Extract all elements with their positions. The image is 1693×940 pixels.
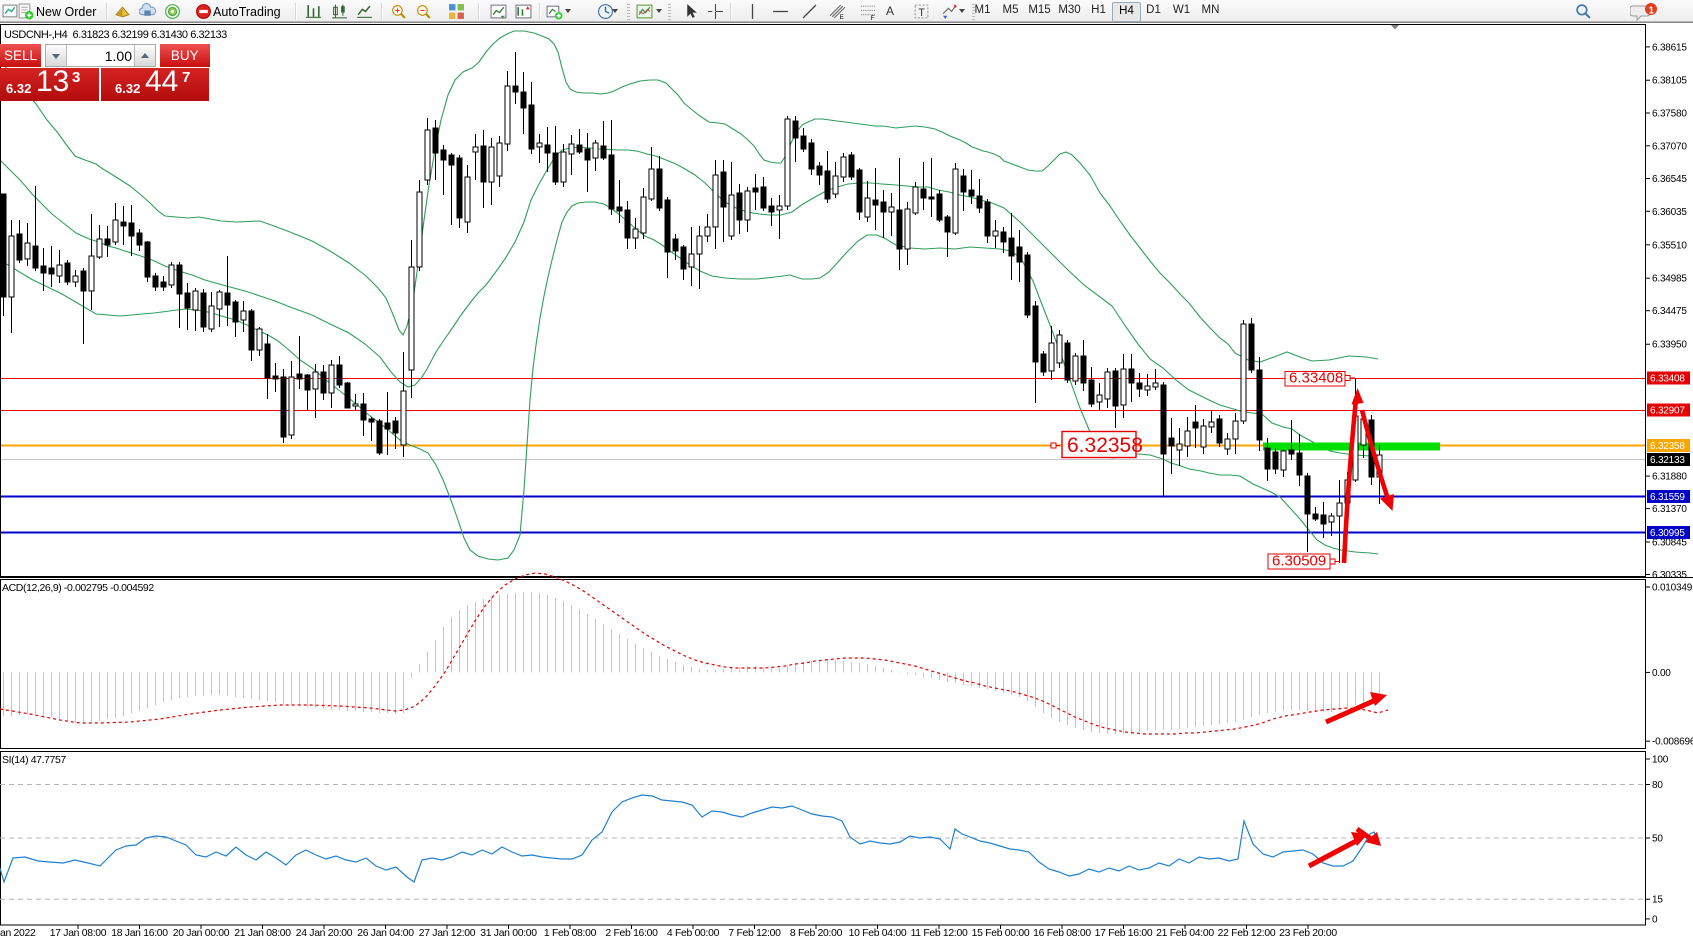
svg-text:4 Feb 00:00: 4 Feb 00:00	[667, 928, 720, 939]
svg-text:11 Feb 12:00: 11 Feb 12:00	[911, 928, 968, 939]
svg-text:26 Jan 04:00: 26 Jan 04:00	[357, 928, 414, 939]
svg-text:17 Jan 08:00: 17 Jan 08:00	[50, 928, 107, 939]
svg-text:15: 15	[1652, 895, 1663, 906]
svg-text:16 Feb 08:00: 16 Feb 08:00	[1033, 928, 1091, 939]
svg-text:6.37070: 6.37070	[1652, 141, 1687, 152]
svg-text:SI(14) 47.7757: SI(14) 47.7757	[2, 754, 66, 766]
svg-text:-0.008696: -0.008696	[1652, 737, 1693, 748]
svg-text:6.36545: 6.36545	[1652, 174, 1687, 185]
svg-text:6.31370: 6.31370	[1652, 504, 1687, 515]
svg-text:10 Feb 04:00: 10 Feb 04:00	[849, 928, 907, 939]
svg-text:6.33408: 6.33408	[1650, 374, 1685, 385]
svg-text:50: 50	[1652, 834, 1663, 845]
svg-text:6.31880: 6.31880	[1652, 472, 1687, 483]
svg-text:ACD(12,26,9) -0.002795 -0.0045: ACD(12,26,9) -0.002795 -0.004592	[2, 582, 154, 594]
svg-text:6.37580: 6.37580	[1652, 109, 1687, 120]
svg-text:15 Feb 00:00: 15 Feb 00:00	[972, 928, 1030, 939]
svg-text:24 Jan 20:00: 24 Jan 20:00	[296, 928, 353, 939]
svg-text:6.32907: 6.32907	[1650, 406, 1685, 417]
svg-text:6.35510: 6.35510	[1652, 240, 1687, 251]
svg-text:6.30509: 6.30509	[1272, 553, 1326, 570]
svg-text:21 Feb 04:00: 21 Feb 04:00	[1156, 928, 1214, 939]
svg-text:20 Jan 00:00: 20 Jan 00:00	[173, 928, 230, 939]
svg-text:6.38615: 6.38615	[1652, 42, 1687, 53]
svg-text:6.31559: 6.31559	[1650, 492, 1685, 503]
svg-text:6.30995: 6.30995	[1650, 528, 1685, 539]
svg-text:6.33950: 6.33950	[1652, 340, 1687, 351]
svg-text:6.36035: 6.36035	[1652, 207, 1687, 218]
svg-text:T: T	[918, 7, 925, 19]
svg-text:6.34475: 6.34475	[1652, 306, 1687, 317]
svg-text:0: 0	[1652, 914, 1658, 925]
svg-text:0.010349: 0.010349	[1652, 583, 1693, 594]
svg-text:E: E	[840, 14, 844, 20]
svg-text:17 Feb 16:00: 17 Feb 16:00	[1095, 928, 1153, 939]
svg-text:6.32358: 6.32358	[1067, 434, 1143, 457]
svg-text:F: F	[871, 15, 875, 20]
svg-text:6.33408: 6.33408	[1289, 370, 1343, 387]
svg-text:6.38105: 6.38105	[1652, 76, 1687, 87]
svg-text:21 Jan 08:00: 21 Jan 08:00	[234, 928, 291, 939]
svg-text:0.00: 0.00	[1652, 668, 1671, 679]
svg-text:1: 1	[1649, 6, 1655, 17]
svg-text:6.30335: 6.30335	[1652, 570, 1687, 581]
svg-text:7 Feb 12:00: 7 Feb 12:00	[728, 928, 781, 939]
svg-text:an 2022: an 2022	[0, 928, 36, 939]
svg-text:8 Feb 20:00: 8 Feb 20:00	[790, 928, 843, 939]
svg-text:27 Jan 12:00: 27 Jan 12:00	[419, 928, 476, 939]
svg-text:80: 80	[1652, 780, 1663, 791]
svg-text:18 Jan 16:00: 18 Jan 16:00	[111, 928, 168, 939]
svg-text:1 Feb 08:00: 1 Feb 08:00	[544, 928, 597, 939]
svg-text:100: 100	[1652, 755, 1669, 766]
svg-text:23 Feb 20:00: 23 Feb 20:00	[1279, 928, 1337, 939]
svg-text:6.30845: 6.30845	[1652, 538, 1687, 549]
svg-text:6.32358: 6.32358	[1650, 441, 1685, 452]
svg-text:USDCNH-,H4 6.31823 6.32199 6.: USDCNH-,H4 6.31823 6.32199 6.31430 6.321…	[4, 29, 227, 41]
svg-text:2 Feb 16:00: 2 Feb 16:00	[605, 928, 658, 939]
svg-text:31 Jan 00:00: 31 Jan 00:00	[480, 928, 537, 939]
svg-text:22 Feb 12:00: 22 Feb 12:00	[1218, 928, 1276, 939]
svg-text:6.32133: 6.32133	[1650, 455, 1685, 466]
svg-text:6.34985: 6.34985	[1652, 274, 1687, 285]
